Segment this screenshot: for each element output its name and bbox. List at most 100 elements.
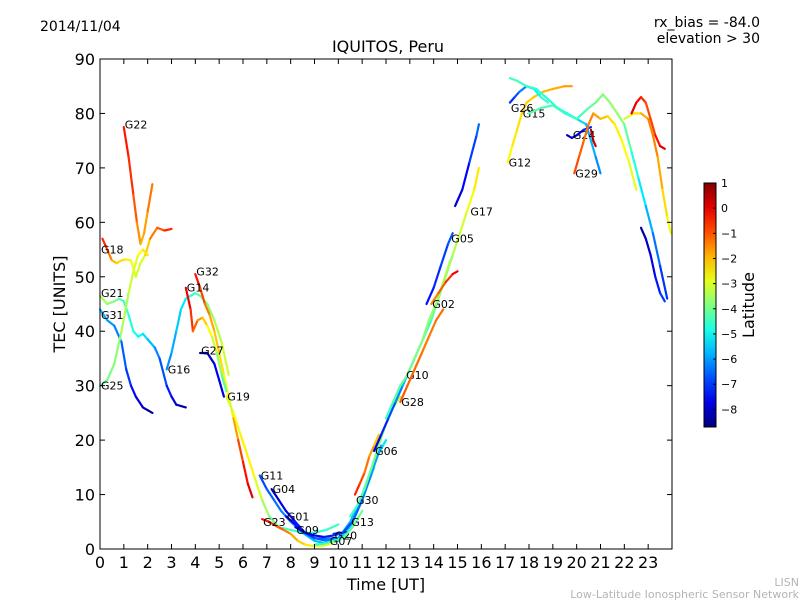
series-segment [170,330,178,355]
series-G28: G28 [399,308,445,409]
series-label: G22 [125,118,148,131]
series-segment [508,95,516,104]
series-segment [451,232,461,257]
x-tick-label: 15 [447,553,467,572]
series-segment [241,460,249,485]
series-segment [656,155,664,191]
series-segment [432,264,442,289]
x-tick-label: 0 [95,553,105,572]
x-tick-label: 9 [309,553,319,572]
y-tick-label: 60 [75,213,95,232]
colorbar-tick-label: −8 [721,403,737,416]
series-segment [127,313,135,333]
series-segment [232,417,240,442]
series-label: G13 [351,516,374,529]
series-segment [141,332,149,341]
series-segment [658,264,669,300]
x-tick-label: 8 [286,553,296,572]
colorbar: 1 0 −1 −2 −3 −4 −5 −6 −7 −8 [703,177,737,428]
x-tick-label: 7 [262,553,272,572]
series-label: G23 [263,516,286,529]
series-segment [313,542,326,546]
series-segment [644,237,652,257]
series-label: G21 [101,287,124,300]
series-segment [191,319,199,333]
series-segment [420,319,430,344]
series-segment [425,286,435,306]
series-segment [644,204,655,235]
series-segment [342,520,354,534]
series-segment [127,155,135,197]
series-segment [542,87,554,93]
series-segment [194,273,202,289]
series-G14: G14 [184,282,228,393]
series-segment [351,509,364,529]
series-segment [303,543,316,548]
series-segment [220,341,230,376]
series-segment [573,155,581,175]
series-segment [515,79,528,88]
series-segment [184,286,192,311]
series-segment [623,123,633,153]
series-segment [406,368,416,387]
series-segment [222,373,230,398]
series-segment [384,400,395,420]
y-axis: 0 10 20 30 40 50 60 70 80 90 [75,50,672,559]
series-segment [599,115,609,121]
series-segment [101,237,109,251]
series-label: G11 [261,470,284,483]
series-segment [179,297,187,311]
series-label: G26 [511,102,534,115]
series-segment [120,341,128,371]
series-G32: G32 [194,265,254,499]
series-segment [275,524,285,532]
series-segment [635,95,643,104]
x-tick-label: 6 [238,553,248,572]
series-label: G15 [523,107,546,120]
series-segment [413,341,423,360]
y-tick-label: 40 [75,322,95,341]
series-segment [620,139,631,164]
series-segment [313,528,328,534]
series-label: G29 [575,167,598,180]
series-G01: G01 [284,510,335,541]
x-axis-label: Time [UT] [346,575,425,594]
series-G19: G19 [225,391,340,534]
colorbar-tick-label: −7 [721,378,737,391]
chart-title: IQUITOS, Peru [332,37,444,56]
series-segment [439,243,450,267]
series-label: G06 [375,445,398,458]
series-label: G07 [330,535,353,548]
series-segment [146,409,154,414]
x-tick-label: 2 [143,553,153,572]
series-segment [246,482,254,499]
series-label: G27 [201,344,224,357]
series-segment [387,400,397,420]
series-segment [575,117,588,126]
series-label: G01 [287,510,310,523]
series-track-32 [630,95,666,150]
series-segment [639,226,647,240]
series-segment [587,112,595,126]
series-segment [654,275,662,295]
series-segment [213,330,221,355]
series-segment [458,210,469,235]
series-segment [427,319,438,338]
series-segment [661,188,669,218]
series-segment [356,488,366,507]
series-segment [451,270,459,276]
series-segment [215,351,223,376]
series-segment [592,112,602,121]
series-segment [282,528,292,535]
series-segment [210,335,218,355]
series-segment [442,259,452,284]
series-G29: G29 [573,112,638,191]
x-tick-label: 20 [566,553,586,572]
y-tick-label: 90 [75,50,95,69]
series-segment [134,395,144,409]
series-segment [373,433,383,453]
series-segment [592,139,597,148]
series-segment [413,351,423,371]
series-segment [122,125,130,159]
